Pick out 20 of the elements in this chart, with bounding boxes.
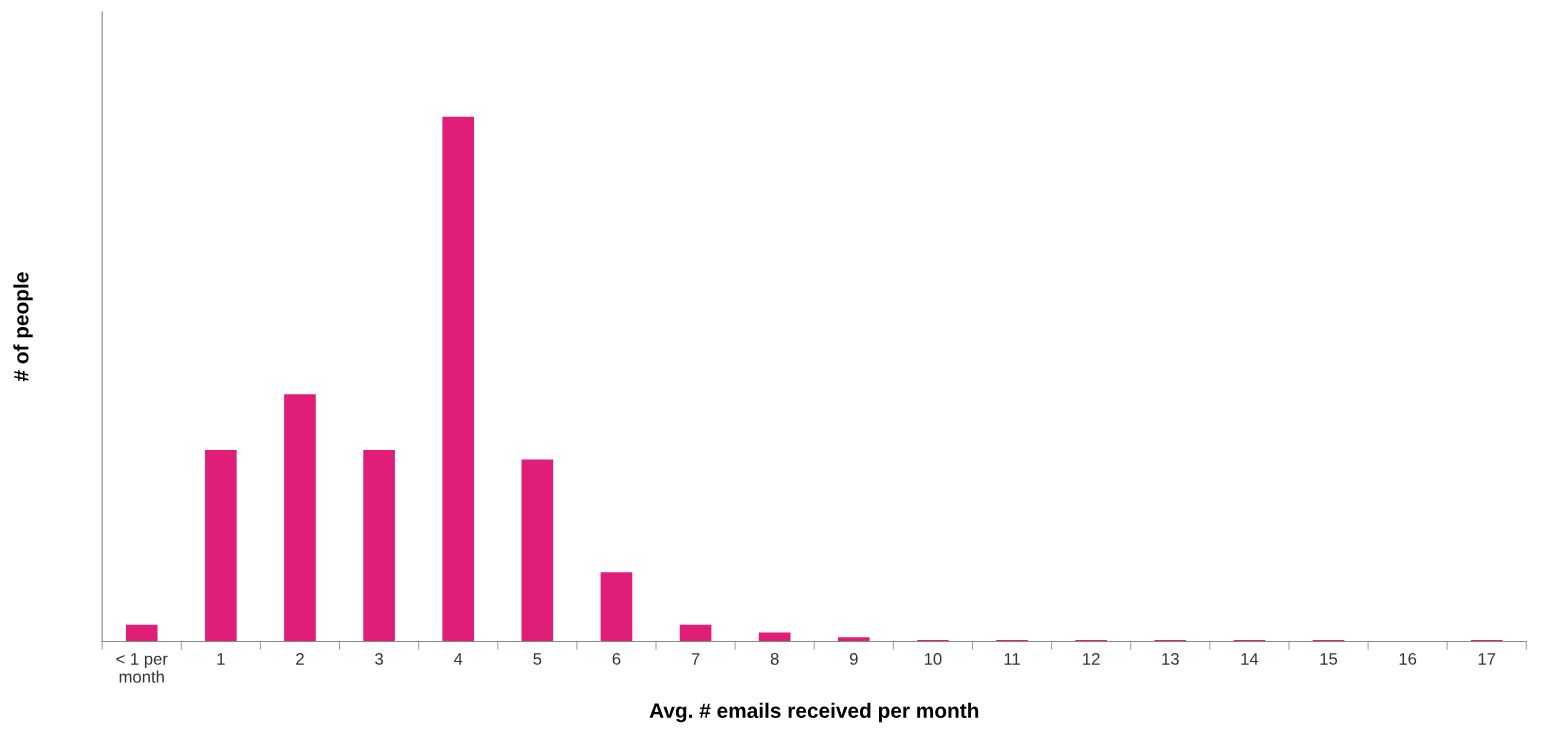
- x-tick-label: 5: [533, 653, 542, 665]
- x-tick-label: 8: [770, 653, 779, 665]
- x-tick-label: 17: [1478, 653, 1496, 665]
- x-tick-label: 11: [1004, 653, 1020, 665]
- x-tick-label: 3: [375, 653, 383, 665]
- x-tick-label: 9: [849, 653, 858, 665]
- x-axis-title: Avg. # emails received per month: [649, 702, 979, 723]
- y-axis-title: # of people: [13, 272, 33, 382]
- x-tick-label: 10: [924, 653, 942, 665]
- x-tick-label: 16: [1399, 653, 1417, 665]
- x-tick-label: 13: [1162, 653, 1179, 665]
- x-tick-label: 7: [691, 653, 700, 665]
- x-tick-label: 1: [217, 653, 225, 665]
- x-tick-label: 12: [1083, 653, 1100, 665]
- x-tick-label: < 1 per month: [116, 653, 168, 683]
- x-tick-label: 15: [1320, 653, 1338, 665]
- x-tick-label: 4: [453, 653, 463, 665]
- x-tick-label: 2: [296, 653, 304, 665]
- x-tick-label: 6: [612, 653, 621, 665]
- x-tick-label: 14: [1241, 653, 1259, 665]
